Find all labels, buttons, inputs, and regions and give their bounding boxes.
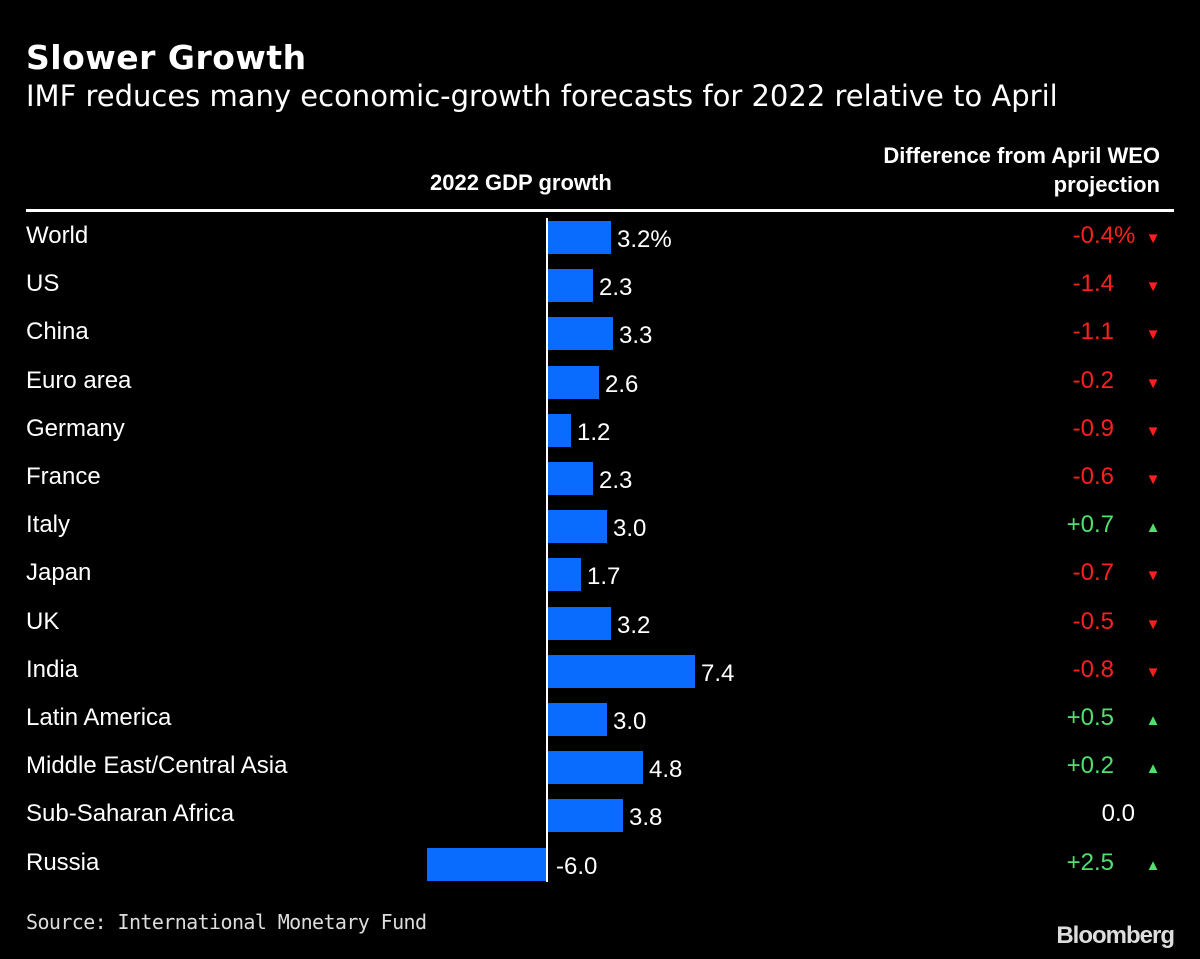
value-label: 7.4 <box>701 659 735 687</box>
row-label: US <box>26 270 60 298</box>
bar <box>547 654 695 688</box>
down-triangle-icon: ▼ <box>1145 567 1161 585</box>
row-label: Russia <box>26 848 100 876</box>
row-label: Latin America <box>26 704 172 731</box>
source-note: Source: International Monetary Fund <box>26 910 427 934</box>
difference-value: -0.4% <box>994 222 1136 250</box>
difference-value: 0.0 <box>1015 800 1135 828</box>
difference-text: +0.5 <box>1066 704 1114 731</box>
up-triangle-icon: ▲ <box>1145 712 1161 729</box>
up-triangle-icon: ▲ <box>1145 760 1161 778</box>
difference-text: +2.5 <box>1066 848 1114 876</box>
difference-column-header: Difference from April WEO projection <box>883 141 1160 199</box>
value-label: 3.8 <box>629 804 663 832</box>
difference-value: -0.6 <box>994 463 1114 491</box>
chart-subtitle: IMF reduces many economic-growth forecas… <box>26 79 1058 113</box>
difference-header-line1: Difference from April WEO <box>883 143 1160 168</box>
difference-text: +0.7 <box>1066 511 1114 539</box>
value-label: 3.2 <box>617 611 651 639</box>
down-triangle-icon: ▼ <box>1145 326 1161 344</box>
difference-value: -1.1 <box>994 318 1114 346</box>
zero-axis <box>546 218 548 882</box>
bar <box>547 269 593 303</box>
difference-value: -0.7 <box>994 559 1114 587</box>
down-triangle-icon: ▼ <box>1145 663 1161 681</box>
difference-text: -0.8 <box>1072 655 1114 683</box>
value-label: 1.7 <box>587 563 621 591</box>
row-label: India <box>26 655 79 683</box>
up-triangle-icon: ▲ <box>1145 856 1161 874</box>
difference-value: +0.7 <box>994 511 1114 539</box>
up-triangle-icon: ▲ <box>1145 519 1161 537</box>
bar <box>547 413 571 447</box>
value-label: 1.2 <box>577 418 611 446</box>
difference-text: 0.0 <box>1101 800 1135 828</box>
down-triangle-icon: ▼ <box>1145 615 1161 633</box>
row-label: Germany <box>26 414 125 442</box>
row-label: China <box>26 318 89 346</box>
down-triangle-icon: ▼ <box>1145 422 1161 440</box>
header-rule <box>26 209 1174 212</box>
row-label: Middle East/Central Asia <box>26 752 288 780</box>
percent-unit: % <box>1114 222 1136 249</box>
row-label: Japan <box>26 559 92 587</box>
bar <box>547 751 643 785</box>
difference-text: -0.4 <box>1072 222 1114 249</box>
difference-text: -0.7 <box>1072 559 1114 587</box>
row-label: Italy <box>26 511 71 539</box>
difference-value: -0.2 <box>994 367 1114 395</box>
difference-text: -0.5 <box>1072 607 1114 635</box>
down-triangle-icon: ▼ <box>1145 230 1161 247</box>
difference-header-line2: projection <box>1053 172 1160 197</box>
value-label: 2.3 <box>599 274 633 302</box>
down-triangle-icon: ▼ <box>1145 278 1161 296</box>
difference-value: +0.5 <box>994 704 1114 732</box>
value-label: -6.0 <box>556 852 598 880</box>
bar <box>547 221 611 254</box>
difference-text: +0.2 <box>1066 752 1114 780</box>
value-label: 2.6 <box>605 370 639 398</box>
value-label: 2.3 <box>599 467 633 494</box>
bar <box>547 317 613 351</box>
row-label: UK <box>26 607 60 635</box>
difference-value: -1.4 <box>994 270 1114 298</box>
difference-value: -0.9 <box>994 415 1114 443</box>
bar <box>547 510 607 544</box>
bar <box>547 462 593 495</box>
difference-value: +2.5 <box>994 849 1114 877</box>
row-label: World <box>26 222 89 249</box>
bloomberg-logo: Bloomberg <box>1056 922 1175 949</box>
row-label: France <box>26 463 101 490</box>
bar <box>547 606 611 640</box>
bar <box>547 799 623 833</box>
down-triangle-icon: ▼ <box>1145 374 1161 392</box>
bar <box>547 365 599 399</box>
value-label: 3.0 <box>613 708 647 735</box>
bar <box>547 558 581 592</box>
difference-text: -1.4 <box>1072 270 1114 298</box>
difference-value: +0.2 <box>994 752 1114 780</box>
difference-value: -0.5 <box>994 608 1114 636</box>
gdp-column-header: 2022 GDP growth <box>430 170 612 195</box>
down-triangle-icon: ▼ <box>1145 471 1161 488</box>
chart-title: Slower Growth <box>26 38 307 77</box>
bar <box>427 847 547 881</box>
difference-text: -0.6 <box>1072 463 1114 490</box>
row-label: Sub-Saharan Africa <box>26 800 235 828</box>
value-label: 3.0 <box>613 515 647 543</box>
difference-text: -0.2 <box>1072 366 1114 394</box>
row-label: Euro area <box>26 366 132 394</box>
value-label: 3.2% <box>617 226 672 253</box>
difference-text: -1.1 <box>1072 318 1114 346</box>
bar <box>547 703 607 736</box>
difference-value: -0.8 <box>994 656 1114 684</box>
difference-text: -0.9 <box>1072 414 1114 442</box>
value-label: 4.8 <box>649 756 683 784</box>
value-label: 3.3 <box>619 322 653 350</box>
